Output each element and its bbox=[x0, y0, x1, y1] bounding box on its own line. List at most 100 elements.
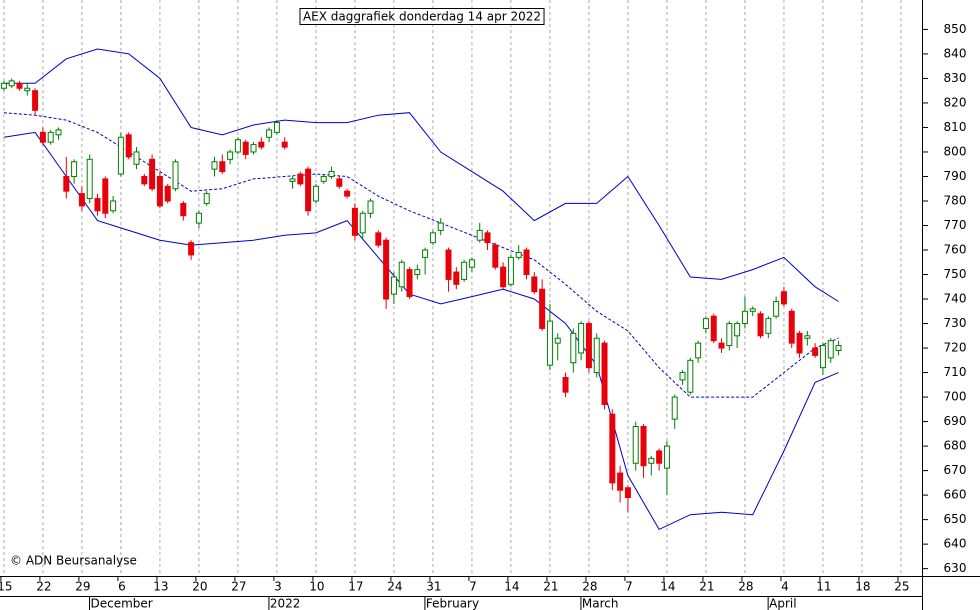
y-tick-label: 790 bbox=[944, 169, 967, 183]
x-tick-label: 15 bbox=[0, 580, 13, 594]
candle-body bbox=[671, 396, 678, 420]
y-tick-label: 640 bbox=[944, 537, 967, 551]
candle-body bbox=[827, 340, 834, 359]
candle-body bbox=[585, 323, 592, 369]
candle-body bbox=[195, 212, 202, 224]
x-tick-label: 28 bbox=[738, 580, 753, 594]
y-tick-label: 730 bbox=[944, 316, 967, 330]
candle-body bbox=[367, 200, 374, 214]
candle-body bbox=[461, 261, 468, 280]
candle-body bbox=[710, 315, 717, 342]
x-tick-label: 3 bbox=[274, 580, 282, 594]
y-tick-label: 770 bbox=[944, 218, 967, 232]
candle-body bbox=[718, 342, 725, 349]
candle-body bbox=[788, 310, 795, 344]
candle-body bbox=[695, 342, 702, 359]
candle-body bbox=[515, 251, 522, 258]
candle-body bbox=[679, 372, 686, 381]
candle-body bbox=[804, 335, 811, 339]
candle-body bbox=[375, 232, 382, 246]
candle-body bbox=[156, 175, 163, 207]
x-tick-label: 4 bbox=[781, 580, 789, 594]
candle-body bbox=[94, 198, 101, 212]
candle-body bbox=[149, 158, 156, 190]
x-tick-label: 14 bbox=[504, 580, 519, 594]
candle-body bbox=[507, 256, 514, 285]
candle-body bbox=[741, 310, 748, 325]
candle-body bbox=[640, 425, 647, 467]
y-tick-label: 660 bbox=[944, 488, 967, 502]
candle-body bbox=[437, 222, 444, 231]
x-tick-label: 7 bbox=[625, 580, 633, 594]
candle-body bbox=[39, 131, 46, 143]
y-tick-label: 820 bbox=[944, 95, 967, 109]
candle-body bbox=[110, 200, 117, 212]
candle-body bbox=[281, 141, 288, 148]
candle-body bbox=[390, 276, 397, 295]
candle-body bbox=[554, 337, 561, 344]
x-tick-label: 31 bbox=[426, 580, 441, 594]
band-upper bbox=[3, 48, 839, 302]
y-tick-label: 650 bbox=[944, 512, 967, 526]
x-tick-label: 7 bbox=[469, 580, 477, 594]
candle-body bbox=[562, 376, 569, 393]
candle-body bbox=[71, 161, 78, 177]
candle-body bbox=[617, 472, 624, 491]
candle-body bbox=[632, 425, 639, 464]
candle-body bbox=[812, 347, 819, 356]
copyright: © ADN Beursanalyse bbox=[10, 554, 137, 568]
candle-body bbox=[422, 249, 429, 258]
candle-body bbox=[593, 337, 600, 374]
candle-body bbox=[164, 185, 171, 202]
candle-body bbox=[500, 266, 507, 288]
candle-body bbox=[749, 308, 756, 312]
candle-body bbox=[55, 129, 62, 136]
candle-body bbox=[398, 261, 405, 288]
candle-body bbox=[133, 151, 140, 165]
candle-body bbox=[234, 139, 241, 153]
candle-body bbox=[773, 300, 780, 317]
candle-body bbox=[648, 457, 655, 464]
band-lower bbox=[3, 131, 839, 531]
candle-body bbox=[211, 161, 218, 170]
candle-body bbox=[663, 445, 670, 469]
candle-body bbox=[227, 151, 234, 160]
candle-body bbox=[336, 178, 343, 187]
x-tick-label: 10 bbox=[309, 580, 324, 594]
title-box bbox=[299, 8, 545, 25]
candle-body bbox=[0, 82, 7, 89]
candle-body bbox=[702, 318, 709, 329]
candle-body bbox=[258, 141, 265, 148]
candle-body bbox=[687, 359, 694, 393]
candle-body bbox=[297, 173, 304, 185]
y-tick-label: 780 bbox=[944, 193, 967, 207]
candle-body bbox=[250, 144, 257, 153]
band-middle bbox=[3, 112, 839, 398]
month-label: March bbox=[582, 597, 619, 610]
candle-body bbox=[328, 171, 335, 177]
candle-body bbox=[180, 202, 187, 217]
y-tick-label: 830 bbox=[944, 71, 967, 85]
y-tick-label: 810 bbox=[944, 120, 967, 134]
y-tick-label: 760 bbox=[944, 243, 967, 257]
candle-body bbox=[601, 342, 608, 405]
candle-body bbox=[47, 131, 54, 143]
y-tick-label: 710 bbox=[944, 365, 967, 379]
month-label: April bbox=[769, 597, 796, 610]
y-tick-label: 700 bbox=[944, 390, 967, 404]
candle-body bbox=[359, 212, 366, 234]
x-tick-label: 17 bbox=[348, 580, 363, 594]
bands bbox=[3, 48, 839, 531]
y-tick-label: 800 bbox=[944, 144, 967, 158]
candle-body bbox=[172, 161, 179, 190]
x-tick-label: 24 bbox=[387, 580, 402, 594]
candle-body bbox=[726, 323, 733, 347]
x-tick-label: 22 bbox=[36, 580, 51, 594]
candle-body bbox=[476, 229, 483, 241]
candle-body bbox=[531, 276, 538, 293]
candle-body bbox=[546, 320, 553, 366]
candle-body bbox=[266, 129, 273, 138]
candle-body bbox=[780, 291, 787, 305]
